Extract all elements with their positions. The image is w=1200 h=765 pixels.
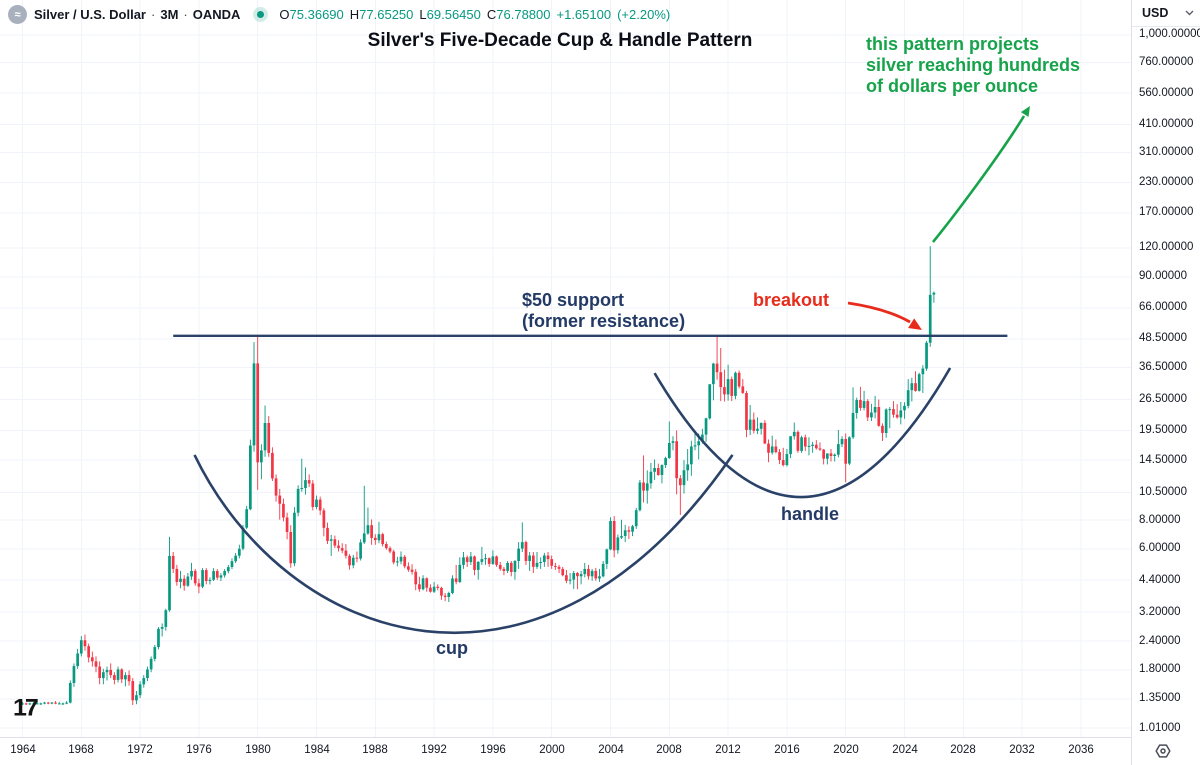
candlestick-chart[interactable] bbox=[0, 0, 1131, 737]
close-value: 76.78800 bbox=[496, 7, 551, 22]
high-value: 77.65250 bbox=[359, 7, 414, 22]
handle-label: handle bbox=[780, 504, 840, 524]
open-value: 75.36690 bbox=[289, 7, 344, 22]
price-axis-label: 14.50000 bbox=[1139, 454, 1187, 466]
projection-note: this pattern projects silver reaching hu… bbox=[866, 34, 1080, 97]
time-axis-label: 1984 bbox=[304, 744, 330, 756]
low-label: L bbox=[419, 7, 427, 22]
change-value: +1.65100 bbox=[556, 7, 612, 22]
symbol-legend[interactable]: ≈ Silver / U.S. Dollar · 3M · OANDA O75.… bbox=[8, 5, 670, 24]
close-label: C bbox=[486, 7, 497, 22]
time-axis-label: 1996 bbox=[480, 744, 506, 756]
price-axis-label: 120.00000 bbox=[1139, 241, 1194, 253]
price-axis-label: 2.40000 bbox=[1139, 635, 1181, 647]
price-axis-label: 4.40000 bbox=[1139, 574, 1181, 586]
price-axis-label: 1.35000 bbox=[1139, 692, 1181, 704]
time-axis-label: 1980 bbox=[245, 744, 271, 756]
time-axis-label: 1972 bbox=[127, 744, 153, 756]
gear-icon bbox=[1155, 744, 1171, 758]
price-axis-label: 6.00000 bbox=[1139, 542, 1181, 554]
projection-note-line3: of dollars per ounce bbox=[866, 76, 1039, 96]
price-axis-label: 8.00000 bbox=[1139, 514, 1181, 526]
price-axis-label: 19.50000 bbox=[1139, 424, 1187, 436]
silver-symbol-logo: ≈ bbox=[8, 5, 27, 24]
price-axis-label: 3.20000 bbox=[1139, 606, 1181, 618]
high-label: H bbox=[349, 7, 360, 22]
chevron-down-icon bbox=[1185, 10, 1194, 16]
ohlc-readout: O75.36690 H77.65250 L69.56450 C76.78800 … bbox=[279, 7, 670, 22]
price-axis-label: 1.01000 bbox=[1139, 722, 1181, 734]
time-axis-label: 1968 bbox=[68, 744, 94, 756]
symbol-name: Silver / U.S. Dollar bbox=[34, 7, 146, 22]
currency-dropdown[interactable]: USD bbox=[1132, 0, 1200, 27]
time-axis-label: 1992 bbox=[421, 744, 447, 756]
market-open-dot[interactable] bbox=[257, 11, 265, 18]
time-axis-label: 2020 bbox=[833, 744, 859, 756]
interval-label: 3M bbox=[160, 7, 179, 22]
support-note: $50 support (former resistance) bbox=[522, 290, 685, 332]
price-axis-label: 90.00000 bbox=[1139, 270, 1187, 282]
separator: · bbox=[183, 7, 188, 22]
price-axis-label: 26.50000 bbox=[1139, 393, 1187, 405]
time-axis-label: 1988 bbox=[362, 744, 388, 756]
time-axis-label: 2032 bbox=[1009, 744, 1035, 756]
price-scale-settings-button[interactable] bbox=[1154, 742, 1174, 760]
time-axis-label: 2012 bbox=[715, 744, 741, 756]
time-axis-label: 2036 bbox=[1068, 744, 1094, 756]
price-axis-label: 760.00000 bbox=[1139, 56, 1194, 68]
tradingview-logo[interactable]: 17 bbox=[13, 694, 39, 722]
chart-title: Silver's Five-Decade Cup & Handle Patter… bbox=[367, 30, 753, 51]
time-axis[interactable]: 1964 1968 1972 1976 1980 1984 1988 1992 1996 2000… bbox=[0, 737, 1131, 765]
breakout-label: breakout bbox=[753, 290, 830, 310]
time-axis-label: 2016 bbox=[774, 744, 800, 756]
price-axis-label: 48.50000 bbox=[1139, 332, 1187, 344]
time-axis-label: 1976 bbox=[186, 744, 212, 756]
symbol-title[interactable]: Silver / U.S. Dollar · 3M · OANDA bbox=[34, 7, 240, 22]
price-axis-label: 310.00000 bbox=[1139, 146, 1194, 158]
time-axis-label: 2028 bbox=[950, 744, 976, 756]
projection-note-line2: silver reaching hundreds bbox=[866, 55, 1081, 75]
price-axis-label: 1,000.00000 bbox=[1139, 28, 1200, 40]
exchange-label: OANDA bbox=[192, 7, 241, 22]
time-axis-label: 2004 bbox=[598, 744, 624, 756]
support-note-line2: (former resistance) bbox=[522, 311, 686, 331]
cup-label: cup bbox=[435, 638, 469, 658]
price-axis-label: 66.00000 bbox=[1139, 301, 1187, 313]
time-axis-label: 2000 bbox=[539, 744, 565, 756]
time-axis-label: 2024 bbox=[892, 744, 918, 756]
support-note-line1: $50 support bbox=[522, 290, 625, 310]
low-value: 69.56450 bbox=[426, 7, 481, 22]
price-axis-label: 560.00000 bbox=[1139, 87, 1194, 99]
price-axis[interactable]: USD 1,000.00000 760.00000 560.00000 410.000… bbox=[1131, 0, 1200, 765]
price-axis-label: 170.00000 bbox=[1139, 206, 1194, 218]
change-percent: (+2.20%) bbox=[617, 7, 671, 22]
time-axis-label: 1964 bbox=[10, 744, 36, 756]
price-axis-label: 36.50000 bbox=[1139, 361, 1187, 373]
separator: · bbox=[151, 7, 156, 22]
open-label: O bbox=[279, 7, 290, 22]
price-axis-label: 1.80000 bbox=[1139, 663, 1181, 675]
time-axis-label: 2008 bbox=[656, 744, 682, 756]
price-axis-label: 410.00000 bbox=[1139, 118, 1194, 130]
currency-label: USD bbox=[1142, 6, 1169, 20]
price-axis-label: 10.50000 bbox=[1139, 486, 1187, 498]
chart-plot-area[interactable]: ≈ Silver / U.S. Dollar · 3M · OANDA O75.… bbox=[0, 0, 1131, 765]
price-axis-label: 230.00000 bbox=[1139, 176, 1194, 188]
projection-note-line1: this pattern projects bbox=[866, 34, 1040, 54]
